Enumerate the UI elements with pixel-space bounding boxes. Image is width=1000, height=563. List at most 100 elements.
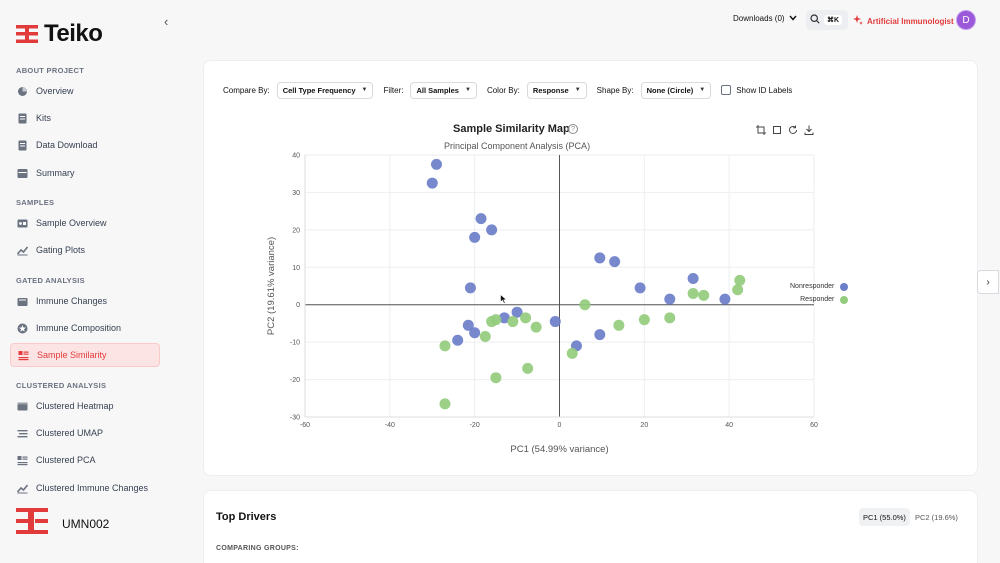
brand[interactable]: Teiko: [16, 20, 103, 48]
sidebar-item-summary[interactable]: Summary: [10, 161, 160, 185]
comparing-groups-label: COMPARING GROUPS:: [216, 545, 299, 552]
org-switcher[interactable]: UMN002: [16, 508, 109, 539]
compare-by-select[interactable]: Cell Type Frequency ▼: [276, 81, 374, 99]
chevron-down-icon: ▼: [361, 87, 368, 93]
chart-subtitle: Principal Component Analysis (PCA): [444, 141, 591, 151]
sidebar-item-label: Gating Plots: [36, 245, 86, 255]
color-by-select[interactable]: Response ▼: [526, 81, 587, 99]
data-point-nonresponder: [452, 334, 464, 346]
data-point-responder: [664, 312, 676, 324]
legend-item-nonresponder[interactable]: Nonresponder: [790, 280, 849, 293]
top-drivers-card: [203, 490, 978, 563]
download-icon[interactable]: [804, 125, 814, 135]
sidebar-item-sample-overview[interactable]: Sample Overview: [10, 211, 160, 235]
sidebar-item-kits[interactable]: Kits: [10, 106, 160, 130]
sidebar-item-clustered-pca[interactable]: Clustered PCA: [10, 448, 160, 472]
trend-icon: [17, 483, 28, 494]
section-heading: SAMPLES: [16, 198, 55, 207]
data-point-nonresponder: [594, 329, 606, 341]
controls-bar: Compare By: Cell Type Frequency ▼ Filter…: [223, 81, 792, 99]
sidebar-item-sample-similarity[interactable]: Sample Similarity: [10, 343, 160, 367]
legend-item-responder[interactable]: Responder: [790, 293, 849, 306]
sidebar-item-clustered-immune-changes[interactable]: Clustered Immune Changes: [10, 476, 160, 500]
data-point-responder: [566, 347, 578, 359]
teiko-mark-icon: [16, 508, 48, 539]
compare-by-label: Compare By:: [223, 85, 270, 95]
star-icon: [17, 323, 28, 334]
sidebar-item-immune-composition[interactable]: Immune Composition: [10, 316, 160, 340]
info-icon[interactable]: ?: [568, 124, 578, 134]
data-point-nonresponder: [462, 319, 474, 331]
chevron-right-icon[interactable]: ›: [977, 270, 999, 294]
data-point-nonresponder: [634, 282, 646, 294]
sidebar-item-gating-plots[interactable]: Gating Plots: [10, 238, 160, 262]
data-point-responder: [732, 284, 744, 296]
chart-toolbar: [756, 125, 814, 135]
top-drivers-title: Top Drivers: [216, 511, 277, 523]
filter-select[interactable]: All Samples ▼: [410, 81, 477, 99]
data-point-responder: [698, 289, 710, 301]
sidebar-item-immune-changes[interactable]: Immune Changes: [10, 289, 160, 313]
data-point-responder: [520, 312, 532, 324]
chart-legend: Nonresponder Responder: [790, 280, 849, 306]
collapse-sidebar-icon[interactable]: ‹: [164, 14, 169, 29]
data-point-responder: [522, 362, 534, 374]
data-point-nonresponder: [687, 273, 699, 285]
data-point-nonresponder: [426, 177, 438, 189]
sidebar-item-label: Data Download: [36, 140, 98, 150]
document-icon: [17, 140, 28, 151]
downloads-button[interactable]: Downloads (0): [733, 14, 797, 23]
table-icon: [17, 168, 28, 179]
sidebar-item-label: Kits: [36, 113, 52, 123]
search-button[interactable]: ⌘K: [806, 10, 848, 30]
filter-value: All Samples: [416, 85, 459, 95]
data-point-responder: [734, 274, 746, 286]
sidebar-item-label: Overview: [36, 86, 74, 96]
data-point-responder: [439, 398, 451, 410]
sidebar-item-label: Immune Composition: [36, 323, 122, 333]
legend-swatch-responder: [840, 295, 849, 304]
pca-icon: [17, 455, 28, 466]
sidebar-item-data-download[interactable]: Data Download: [10, 133, 160, 157]
sidebar-item-label: Sample Overview: [36, 218, 107, 228]
pie-chart-icon: [17, 86, 28, 97]
data-point-nonresponder: [475, 213, 487, 225]
sidebar-item-label: Clustered PCA: [36, 455, 96, 465]
artificial-immunologist-button[interactable]: Artificial Immunologist: [853, 15, 954, 27]
data-point-nonresponder: [469, 231, 481, 243]
sidebar-item-clustered-umap[interactable]: Clustered UMAP: [10, 421, 160, 445]
sidebar-item-label: Clustered UMAP: [36, 428, 104, 438]
sidebar-item-label: Immune Changes: [36, 296, 108, 306]
data-point-nonresponder: [498, 312, 510, 324]
color-by-value: Response: [532, 85, 569, 95]
chevron-down-icon: ▼: [699, 87, 706, 93]
legend-label-nonresponder: Nonresponder: [790, 283, 835, 290]
brand-name: Teiko: [44, 20, 103, 47]
data-point-responder: [490, 314, 502, 326]
data-point-nonresponder: [511, 306, 523, 318]
ai-label: Artificial Immunologist: [867, 16, 954, 26]
show-id-labels-label[interactable]: Show ID Labels: [736, 85, 793, 95]
sidebar-item-overview[interactable]: Overview: [10, 79, 160, 103]
shape-by-select[interactable]: None (Circle) ▼: [640, 81, 712, 99]
crop-icon[interactable]: [756, 125, 766, 135]
sidebar-item-clustered-heatmap[interactable]: Clustered Heatmap: [10, 394, 160, 418]
sidebar: Teiko ‹ ABOUT PROJECT Overview Kits Data Do…: [0, 0, 176, 563]
tab-pc2[interactable]: PC2 (19.6%): [915, 512, 958, 522]
select-icon[interactable]: [772, 125, 782, 135]
compare-by-value: Cell Type Frequency: [282, 85, 356, 95]
data-point-responder: [613, 319, 625, 331]
sidebar-item-label: Clustered Immune Changes: [36, 483, 149, 493]
show-id-labels-checkbox[interactable]: [721, 85, 732, 95]
data-point-responder: [439, 340, 451, 352]
chevron-down-icon: [789, 14, 797, 23]
avatar[interactable]: D: [956, 10, 976, 30]
data-point-nonresponder: [719, 293, 731, 305]
data-point-nonresponder: [549, 316, 561, 328]
color-by-label: Color By:: [486, 85, 520, 95]
tab-pc1[interactable]: PC1 (55.0%): [859, 508, 910, 526]
shape-by-value: None (Circle): [646, 85, 694, 95]
chevron-down-icon: ▼: [464, 87, 471, 93]
section-heading: GATED ANALYSIS: [16, 276, 85, 285]
reset-icon[interactable]: [788, 125, 798, 135]
